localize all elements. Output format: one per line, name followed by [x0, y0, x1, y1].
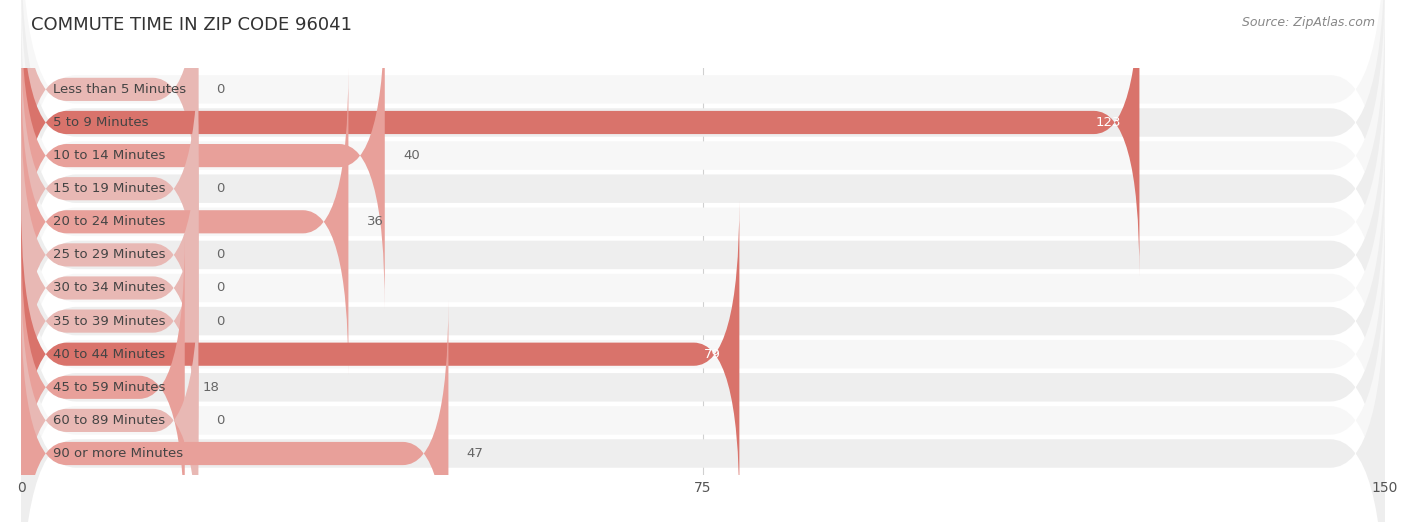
- FancyBboxPatch shape: [21, 300, 449, 522]
- Text: 79: 79: [704, 348, 721, 361]
- FancyBboxPatch shape: [21, 0, 1385, 340]
- Text: 0: 0: [217, 414, 225, 427]
- FancyBboxPatch shape: [21, 0, 1385, 307]
- Text: 40: 40: [404, 149, 420, 162]
- Text: 5 to 9 Minutes: 5 to 9 Minutes: [53, 116, 149, 129]
- Text: 45 to 59 Minutes: 45 to 59 Minutes: [53, 381, 166, 394]
- FancyBboxPatch shape: [21, 103, 1385, 472]
- FancyBboxPatch shape: [21, 266, 198, 522]
- FancyBboxPatch shape: [21, 4, 1385, 373]
- FancyBboxPatch shape: [21, 0, 1385, 274]
- Text: 10 to 14 Minutes: 10 to 14 Minutes: [53, 149, 166, 162]
- FancyBboxPatch shape: [21, 0, 1139, 277]
- FancyBboxPatch shape: [21, 269, 1385, 522]
- Text: 90 or more Minutes: 90 or more Minutes: [53, 447, 183, 460]
- Text: Source: ZipAtlas.com: Source: ZipAtlas.com: [1241, 16, 1375, 29]
- FancyBboxPatch shape: [21, 200, 740, 508]
- FancyBboxPatch shape: [21, 0, 198, 243]
- FancyBboxPatch shape: [21, 233, 184, 522]
- Text: 40 to 44 Minutes: 40 to 44 Minutes: [53, 348, 165, 361]
- FancyBboxPatch shape: [21, 70, 1385, 440]
- Text: 35 to 39 Minutes: 35 to 39 Minutes: [53, 315, 166, 328]
- Text: 0: 0: [217, 182, 225, 195]
- Text: COMMUTE TIME IN ZIP CODE 96041: COMMUTE TIME IN ZIP CODE 96041: [31, 16, 352, 33]
- FancyBboxPatch shape: [21, 68, 349, 376]
- FancyBboxPatch shape: [21, 170, 1385, 522]
- FancyBboxPatch shape: [21, 203, 1385, 522]
- FancyBboxPatch shape: [21, 134, 198, 442]
- Text: 20 to 24 Minutes: 20 to 24 Minutes: [53, 215, 166, 228]
- Text: 0: 0: [217, 83, 225, 96]
- FancyBboxPatch shape: [21, 137, 1385, 505]
- Text: 15 to 19 Minutes: 15 to 19 Minutes: [53, 182, 166, 195]
- Text: 0: 0: [217, 281, 225, 294]
- FancyBboxPatch shape: [21, 38, 1385, 406]
- Text: 0: 0: [217, 315, 225, 328]
- Text: 0: 0: [217, 248, 225, 262]
- Text: 47: 47: [467, 447, 484, 460]
- FancyBboxPatch shape: [21, 236, 1385, 522]
- Text: 60 to 89 Minutes: 60 to 89 Minutes: [53, 414, 165, 427]
- FancyBboxPatch shape: [21, 167, 198, 475]
- FancyBboxPatch shape: [21, 101, 198, 409]
- Text: 123: 123: [1095, 116, 1121, 129]
- Text: 25 to 29 Minutes: 25 to 29 Minutes: [53, 248, 166, 262]
- FancyBboxPatch shape: [21, 2, 385, 310]
- Text: 36: 36: [367, 215, 384, 228]
- Text: Less than 5 Minutes: Less than 5 Minutes: [53, 83, 186, 96]
- FancyBboxPatch shape: [21, 35, 198, 342]
- Text: 18: 18: [202, 381, 219, 394]
- Text: 30 to 34 Minutes: 30 to 34 Minutes: [53, 281, 166, 294]
